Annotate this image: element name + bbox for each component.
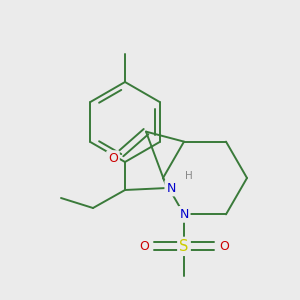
Text: N: N — [179, 208, 189, 221]
Text: S: S — [179, 239, 189, 254]
Text: O: O — [108, 152, 118, 165]
Text: N: N — [166, 182, 176, 194]
Text: H: H — [185, 171, 193, 181]
Text: O: O — [219, 240, 229, 253]
Text: O: O — [139, 240, 149, 253]
